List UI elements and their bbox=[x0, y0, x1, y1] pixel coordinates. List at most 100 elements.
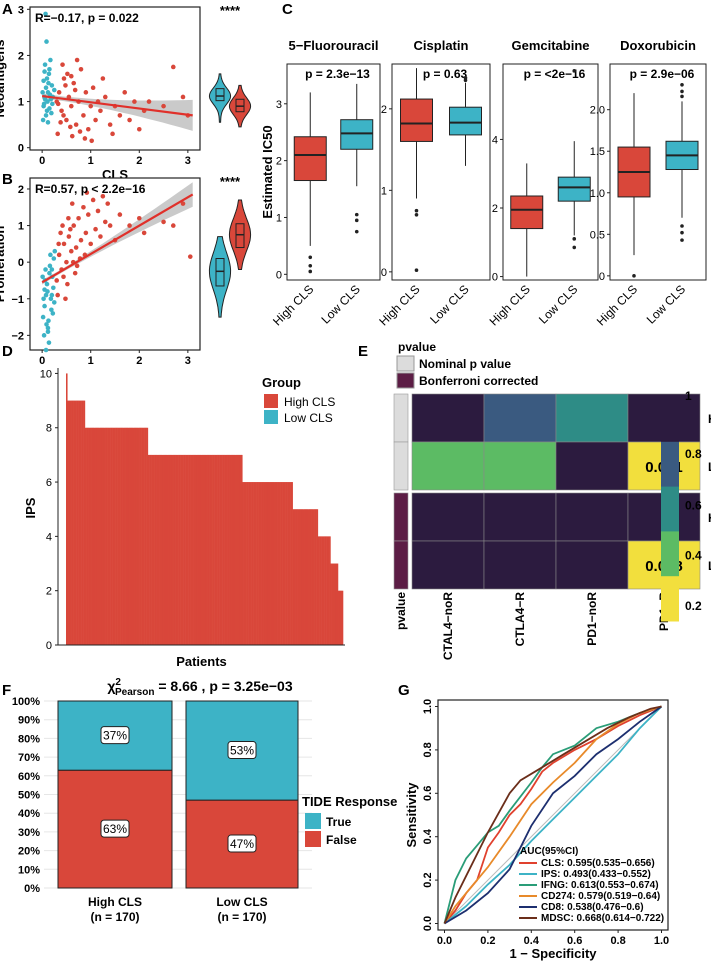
patient-bar bbox=[205, 454, 208, 645]
point-high-cls bbox=[61, 274, 66, 280]
legend-swatch-high-cls bbox=[264, 394, 278, 408]
patient-bar bbox=[105, 427, 107, 645]
point-high-cls bbox=[98, 108, 103, 114]
patient-bar bbox=[111, 427, 113, 645]
patient-bar bbox=[150, 454, 152, 645]
patient-bar bbox=[72, 400, 74, 645]
point-low-cls bbox=[45, 120, 51, 125]
legend-title: pvalue bbox=[398, 340, 436, 354]
patient-bar bbox=[247, 482, 249, 645]
point-low-cls bbox=[42, 69, 47, 74]
patient-bar bbox=[110, 427, 112, 645]
patient-bar bbox=[131, 427, 134, 645]
point-high-cls bbox=[180, 94, 186, 100]
patient-bar bbox=[335, 563, 338, 645]
point-high-cls bbox=[88, 103, 94, 109]
outlier-point bbox=[308, 255, 313, 260]
outlier-point bbox=[354, 212, 359, 217]
x-category-label: Low CLS bbox=[427, 282, 471, 326]
y-tick-label: 3 bbox=[18, 4, 24, 16]
outlier-point bbox=[572, 237, 577, 241]
patient-bar bbox=[263, 482, 266, 645]
patient-bar bbox=[292, 509, 295, 645]
point-high-cls bbox=[77, 129, 83, 134]
patient-bar bbox=[180, 454, 183, 645]
scale-tick-label: 0.6 bbox=[685, 499, 702, 513]
patient-bar bbox=[312, 509, 315, 645]
x-category-n: (n = 170) bbox=[90, 910, 139, 924]
panel-letter-c: C bbox=[282, 1, 293, 18]
patient-bar bbox=[325, 536, 327, 645]
point-high-cls bbox=[66, 234, 72, 239]
point-low-cls bbox=[40, 90, 45, 95]
patient-bar bbox=[272, 482, 275, 645]
row-annotation-cell bbox=[393, 393, 409, 443]
legend-label-true: True bbox=[326, 815, 352, 829]
correlation-annotation: R=−0.17, p = 0.022 bbox=[35, 11, 139, 25]
y-tick-label: 20% bbox=[18, 846, 40, 858]
patient-bar bbox=[220, 454, 223, 645]
patient-bar bbox=[157, 454, 160, 645]
heatmap-cell bbox=[483, 540, 557, 590]
patient-bar bbox=[154, 454, 156, 645]
value-label-true-box bbox=[227, 741, 257, 760]
x-category-label: Low CLS bbox=[644, 282, 688, 326]
patient-bar bbox=[287, 482, 290, 645]
patient-bar bbox=[295, 509, 297, 645]
y-tick-label: 2 bbox=[18, 50, 24, 62]
legend-swatch-bonferroni bbox=[396, 372, 415, 389]
x-category-label: High CLS bbox=[487, 282, 533, 328]
reference-diagonal bbox=[444, 706, 662, 924]
panel-e-heatmap: pvalue Nominal p value Bonferroni correcte… bbox=[393, 340, 711, 660]
patient-bar bbox=[159, 454, 161, 645]
patient-bar bbox=[69, 400, 72, 645]
patient-bar bbox=[77, 400, 79, 645]
patient-bar bbox=[116, 427, 118, 645]
x-axis-title: Patients bbox=[176, 654, 227, 669]
y-tick-label: −2 bbox=[11, 330, 24, 342]
patient-bar bbox=[246, 482, 248, 645]
point-high-cls bbox=[61, 76, 67, 81]
patient-bar bbox=[276, 482, 278, 645]
legend-label-low-cls: Low CLS bbox=[284, 411, 333, 425]
patient-bar bbox=[98, 427, 101, 645]
outlier-point bbox=[572, 69, 577, 73]
patient-bar bbox=[152, 454, 155, 645]
patient-bar bbox=[117, 427, 120, 645]
point-low-cls bbox=[42, 287, 47, 292]
point-high-cls bbox=[83, 230, 89, 236]
point-low-cls bbox=[44, 76, 50, 81]
facet-title: 5−Fluorouracil bbox=[289, 38, 379, 53]
patient-bar bbox=[273, 482, 276, 645]
point-high-cls bbox=[74, 57, 80, 63]
point-low-cls bbox=[40, 314, 46, 320]
y-tick-label: 2 bbox=[381, 104, 387, 116]
heatmap-cell bbox=[555, 393, 629, 443]
y-tick-label: 4 bbox=[46, 531, 52, 543]
point-low-cls bbox=[46, 340, 52, 345]
x-tick-label: 0.6 bbox=[567, 935, 582, 947]
patient-bar bbox=[66, 373, 68, 645]
outlier-point bbox=[680, 82, 684, 87]
point-high-cls bbox=[102, 219, 108, 225]
point-high-cls bbox=[90, 85, 96, 91]
panel-letter-f: F bbox=[2, 682, 11, 699]
patient-bar bbox=[300, 509, 302, 645]
y-tick-label: 50% bbox=[18, 790, 40, 802]
point-high-cls bbox=[170, 64, 176, 70]
outlier-point bbox=[308, 269, 313, 274]
patient-bar bbox=[320, 536, 322, 645]
heatmap-cell bbox=[555, 540, 629, 590]
heatmap-cell bbox=[411, 492, 485, 542]
patient-bar bbox=[166, 454, 169, 645]
y-tick-label: 1 bbox=[18, 221, 24, 233]
facet-title: Gemcitabine bbox=[511, 38, 589, 53]
correlation-annotation: R=0.57, p < 2.2e−16 bbox=[35, 182, 146, 196]
patient-bar bbox=[79, 400, 82, 645]
y-tick-label: 0 bbox=[599, 271, 605, 283]
patient-bar bbox=[208, 454, 210, 645]
patient-bar bbox=[225, 454, 228, 645]
patient-bar bbox=[210, 454, 213, 645]
legend-label-false: False bbox=[326, 833, 357, 847]
